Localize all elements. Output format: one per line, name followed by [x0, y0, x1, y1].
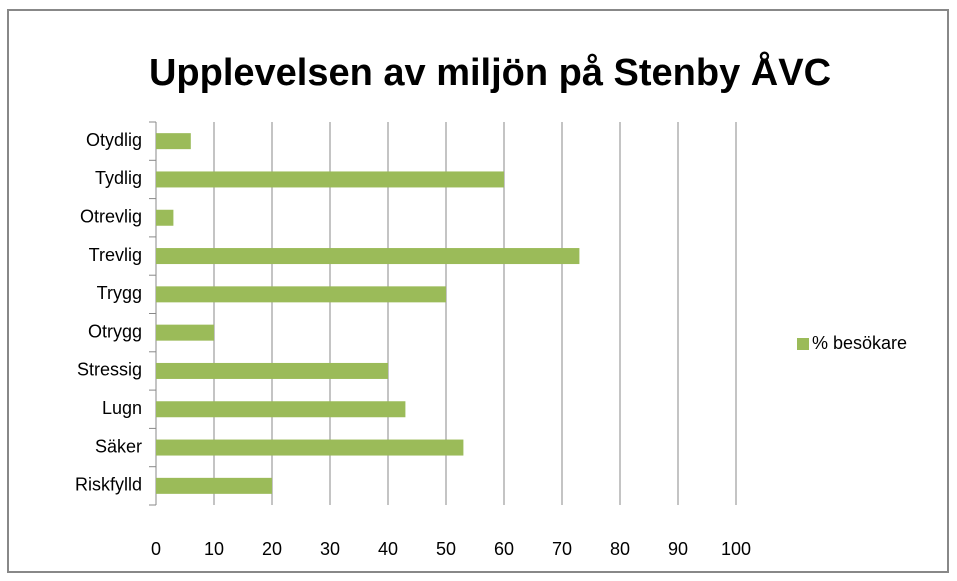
x-tick-label: 0: [151, 539, 161, 559]
bar: [156, 362, 388, 379]
x-tick-label: 30: [320, 539, 340, 559]
y-tick-label: Trevlig: [89, 245, 142, 265]
y-tick-label: Otydlig: [86, 130, 142, 150]
y-tick-label: Trygg: [97, 283, 142, 303]
bar: [156, 401, 406, 418]
x-tick-label: 50: [436, 539, 456, 559]
bar: [156, 477, 272, 494]
bar: [156, 171, 504, 188]
chart-frame: [7, 9, 949, 573]
bar: [156, 439, 464, 456]
y-tick-label: Stressig: [77, 360, 142, 380]
y-tick-label: Otrygg: [88, 321, 142, 341]
x-tick-label: 100: [721, 539, 751, 559]
legend-swatch: [797, 338, 809, 350]
x-tick-label: 20: [262, 539, 282, 559]
legend-label: % besökare: [812, 333, 907, 353]
bar: [156, 133, 191, 150]
x-tick-label: 10: [204, 539, 224, 559]
x-tick-label: 60: [494, 539, 514, 559]
x-tick-label: 90: [668, 539, 688, 559]
y-tick-label: Riskfylld: [75, 475, 142, 495]
x-tick-label: 70: [552, 539, 572, 559]
y-tick-label: Otrevlig: [80, 207, 142, 227]
bar: [156, 248, 580, 265]
x-tick-label: 40: [378, 539, 398, 559]
y-tick-label: Lugn: [102, 398, 142, 418]
x-tick-label: 80: [610, 539, 630, 559]
bar: [156, 286, 446, 303]
bar: [156, 209, 174, 226]
y-tick-label: Tydlig: [95, 168, 142, 188]
chart-title: Upplevelsen av miljön på Stenby ÅVC: [149, 50, 831, 94]
bar: [156, 324, 214, 341]
y-tick-label: Säker: [95, 436, 142, 456]
